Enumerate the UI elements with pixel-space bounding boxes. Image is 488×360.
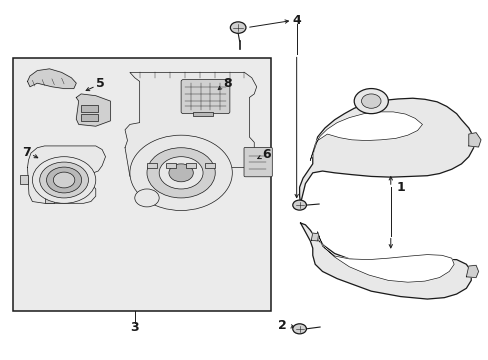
Circle shape bbox=[147, 148, 215, 198]
Text: 6: 6 bbox=[262, 148, 270, 161]
Bar bbox=[147, 163, 157, 168]
Circle shape bbox=[292, 324, 306, 334]
Circle shape bbox=[40, 162, 88, 198]
FancyBboxPatch shape bbox=[181, 80, 229, 114]
Polygon shape bbox=[76, 94, 110, 126]
Text: 5: 5 bbox=[96, 77, 105, 90]
Circle shape bbox=[32, 157, 96, 203]
Bar bbox=[44, 196, 54, 203]
Polygon shape bbox=[27, 146, 105, 203]
Text: 2: 2 bbox=[277, 319, 286, 332]
Circle shape bbox=[361, 94, 380, 108]
FancyBboxPatch shape bbox=[244, 147, 272, 177]
Polygon shape bbox=[311, 233, 318, 241]
Circle shape bbox=[130, 135, 232, 211]
Text: 3: 3 bbox=[130, 320, 139, 333]
Polygon shape bbox=[27, 69, 76, 89]
Polygon shape bbox=[317, 232, 453, 282]
Bar bbox=[13, 58, 271, 311]
Bar bbox=[81, 114, 98, 121]
Circle shape bbox=[230, 22, 245, 33]
Bar bbox=[20, 175, 27, 184]
Circle shape bbox=[168, 164, 193, 182]
Polygon shape bbox=[468, 133, 480, 147]
Text: 8: 8 bbox=[223, 77, 231, 90]
Bar bbox=[205, 163, 215, 168]
Circle shape bbox=[353, 89, 387, 114]
Circle shape bbox=[159, 157, 203, 189]
Polygon shape bbox=[299, 98, 473, 203]
Circle shape bbox=[53, 172, 75, 188]
Polygon shape bbox=[300, 223, 470, 299]
Bar bbox=[166, 163, 176, 168]
Circle shape bbox=[292, 200, 306, 210]
Polygon shape bbox=[125, 72, 256, 176]
Bar bbox=[193, 112, 212, 116]
Bar bbox=[81, 105, 98, 112]
Text: 4: 4 bbox=[292, 14, 301, 27]
Polygon shape bbox=[310, 112, 422, 160]
Bar bbox=[185, 163, 195, 168]
Circle shape bbox=[46, 167, 81, 193]
Text: 1: 1 bbox=[395, 181, 404, 194]
Polygon shape bbox=[466, 265, 478, 278]
Circle shape bbox=[135, 189, 159, 207]
Text: 7: 7 bbox=[21, 145, 30, 158]
